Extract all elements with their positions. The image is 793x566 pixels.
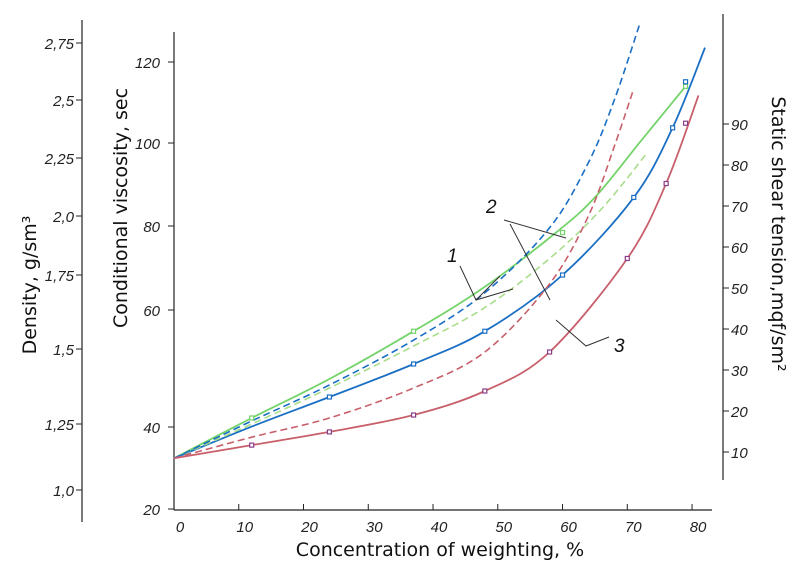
series-line-5 — [173, 22, 641, 460]
viscosity-tick-label: 80 — [143, 219, 160, 236]
data-point-marker — [482, 388, 488, 394]
data-point-marker — [410, 361, 417, 367]
shear-tick-label: 90 — [731, 117, 748, 134]
leader-line-1b — [475, 275, 501, 301]
data-point-marker — [410, 328, 417, 334]
curve-label-1: 1 — [447, 246, 458, 267]
density-tick-label: 2,75 — [44, 36, 75, 53]
leader-line-2b — [509, 223, 551, 301]
shear-axis-title: Static shear tension,mqf/sm² — [767, 96, 789, 371]
data-point-marker — [326, 429, 333, 435]
annotation-layer: 1 2 3 — [447, 197, 625, 357]
leader-line-3 — [555, 319, 610, 347]
axes-group: 0 10 20 30 40 50 60 70 80 1,0 1,25 1,5 1,75 2,0 2,25 2,… — [44, 14, 748, 536]
viscosity-tick-label: 60 — [143, 303, 160, 320]
data-point-marker — [663, 180, 669, 187]
viscosity-tick-label: 120 — [135, 55, 161, 72]
shear-tick-label: 60 — [731, 240, 748, 257]
x-tick-label: 30 — [366, 519, 383, 536]
density-tick-label: 1,75 — [45, 268, 75, 285]
curve-label-3: 3 — [614, 336, 625, 357]
series-line-2 — [173, 47, 706, 460]
axis-titles: Concentration of weighting, % Density, g/… — [19, 88, 789, 561]
data-point-marker — [559, 229, 566, 236]
viscosity-tick-label: 40 — [143, 420, 160, 437]
x-tick-label: 80 — [690, 519, 707, 536]
x-tick-label: 20 — [300, 519, 318, 536]
data-point-marker — [631, 194, 637, 201]
shear-tick-label: 70 — [731, 199, 748, 216]
density-tick-label: 1,5 — [53, 342, 75, 359]
density-axis-title: Density, g/sm³ — [19, 216, 41, 355]
leader-line-2a — [503, 219, 567, 239]
data-point-marker — [249, 415, 255, 421]
series-line-1 — [173, 85, 687, 460]
data-point-marker — [559, 272, 566, 278]
shear-tick-label: 10 — [731, 445, 748, 462]
data-point-marker — [682, 83, 689, 89]
marker-layer — [249, 79, 689, 448]
curve-label-2: 2 — [485, 197, 497, 218]
density-tick-label: 2,0 — [52, 209, 75, 226]
data-point-marker — [546, 349, 553, 355]
data-point-marker — [670, 125, 676, 131]
shear-tick-label: 50 — [731, 281, 748, 298]
x-tick-label: 70 — [625, 519, 642, 536]
data-point-marker — [326, 394, 333, 400]
data-point-marker — [410, 412, 417, 418]
shear-tick-label: 40 — [731, 322, 748, 339]
density-tick-label: 2,5 — [52, 93, 75, 110]
series-layer — [173, 22, 706, 460]
viscosity-tick-label: 100 — [135, 136, 161, 153]
data-point-marker — [624, 255, 630, 262]
leader-line-1 — [459, 265, 514, 301]
viscosity-tick-label: 20 — [142, 502, 160, 519]
density-tick-label: 1,0 — [53, 483, 75, 500]
x-tick-label: 40 — [431, 519, 448, 536]
series-line-6 — [173, 88, 635, 460]
x-tick-label: 10 — [236, 519, 253, 536]
density-tick-label: 2,25 — [44, 151, 75, 168]
series-line-4 — [173, 152, 648, 460]
series-line-3 — [173, 95, 700, 460]
data-point-marker — [482, 328, 488, 334]
shear-tick-label: 80 — [731, 158, 748, 175]
shear-tick-label: 30 — [731, 363, 748, 380]
x-axis-title: Concentration of weighting, % — [296, 539, 584, 561]
data-point-marker — [682, 79, 689, 85]
density-tick-label: 1,25 — [45, 417, 75, 434]
x-tick-label: 50 — [495, 519, 512, 536]
x-tick-label: 0 — [176, 519, 185, 536]
data-point-marker — [682, 120, 689, 126]
data-point-marker — [249, 442, 255, 448]
x-tick-label: 60 — [560, 519, 577, 536]
viscosity-axis-title: Conditional viscosity, sec — [110, 88, 132, 328]
shear-tick-label: 20 — [730, 404, 748, 421]
